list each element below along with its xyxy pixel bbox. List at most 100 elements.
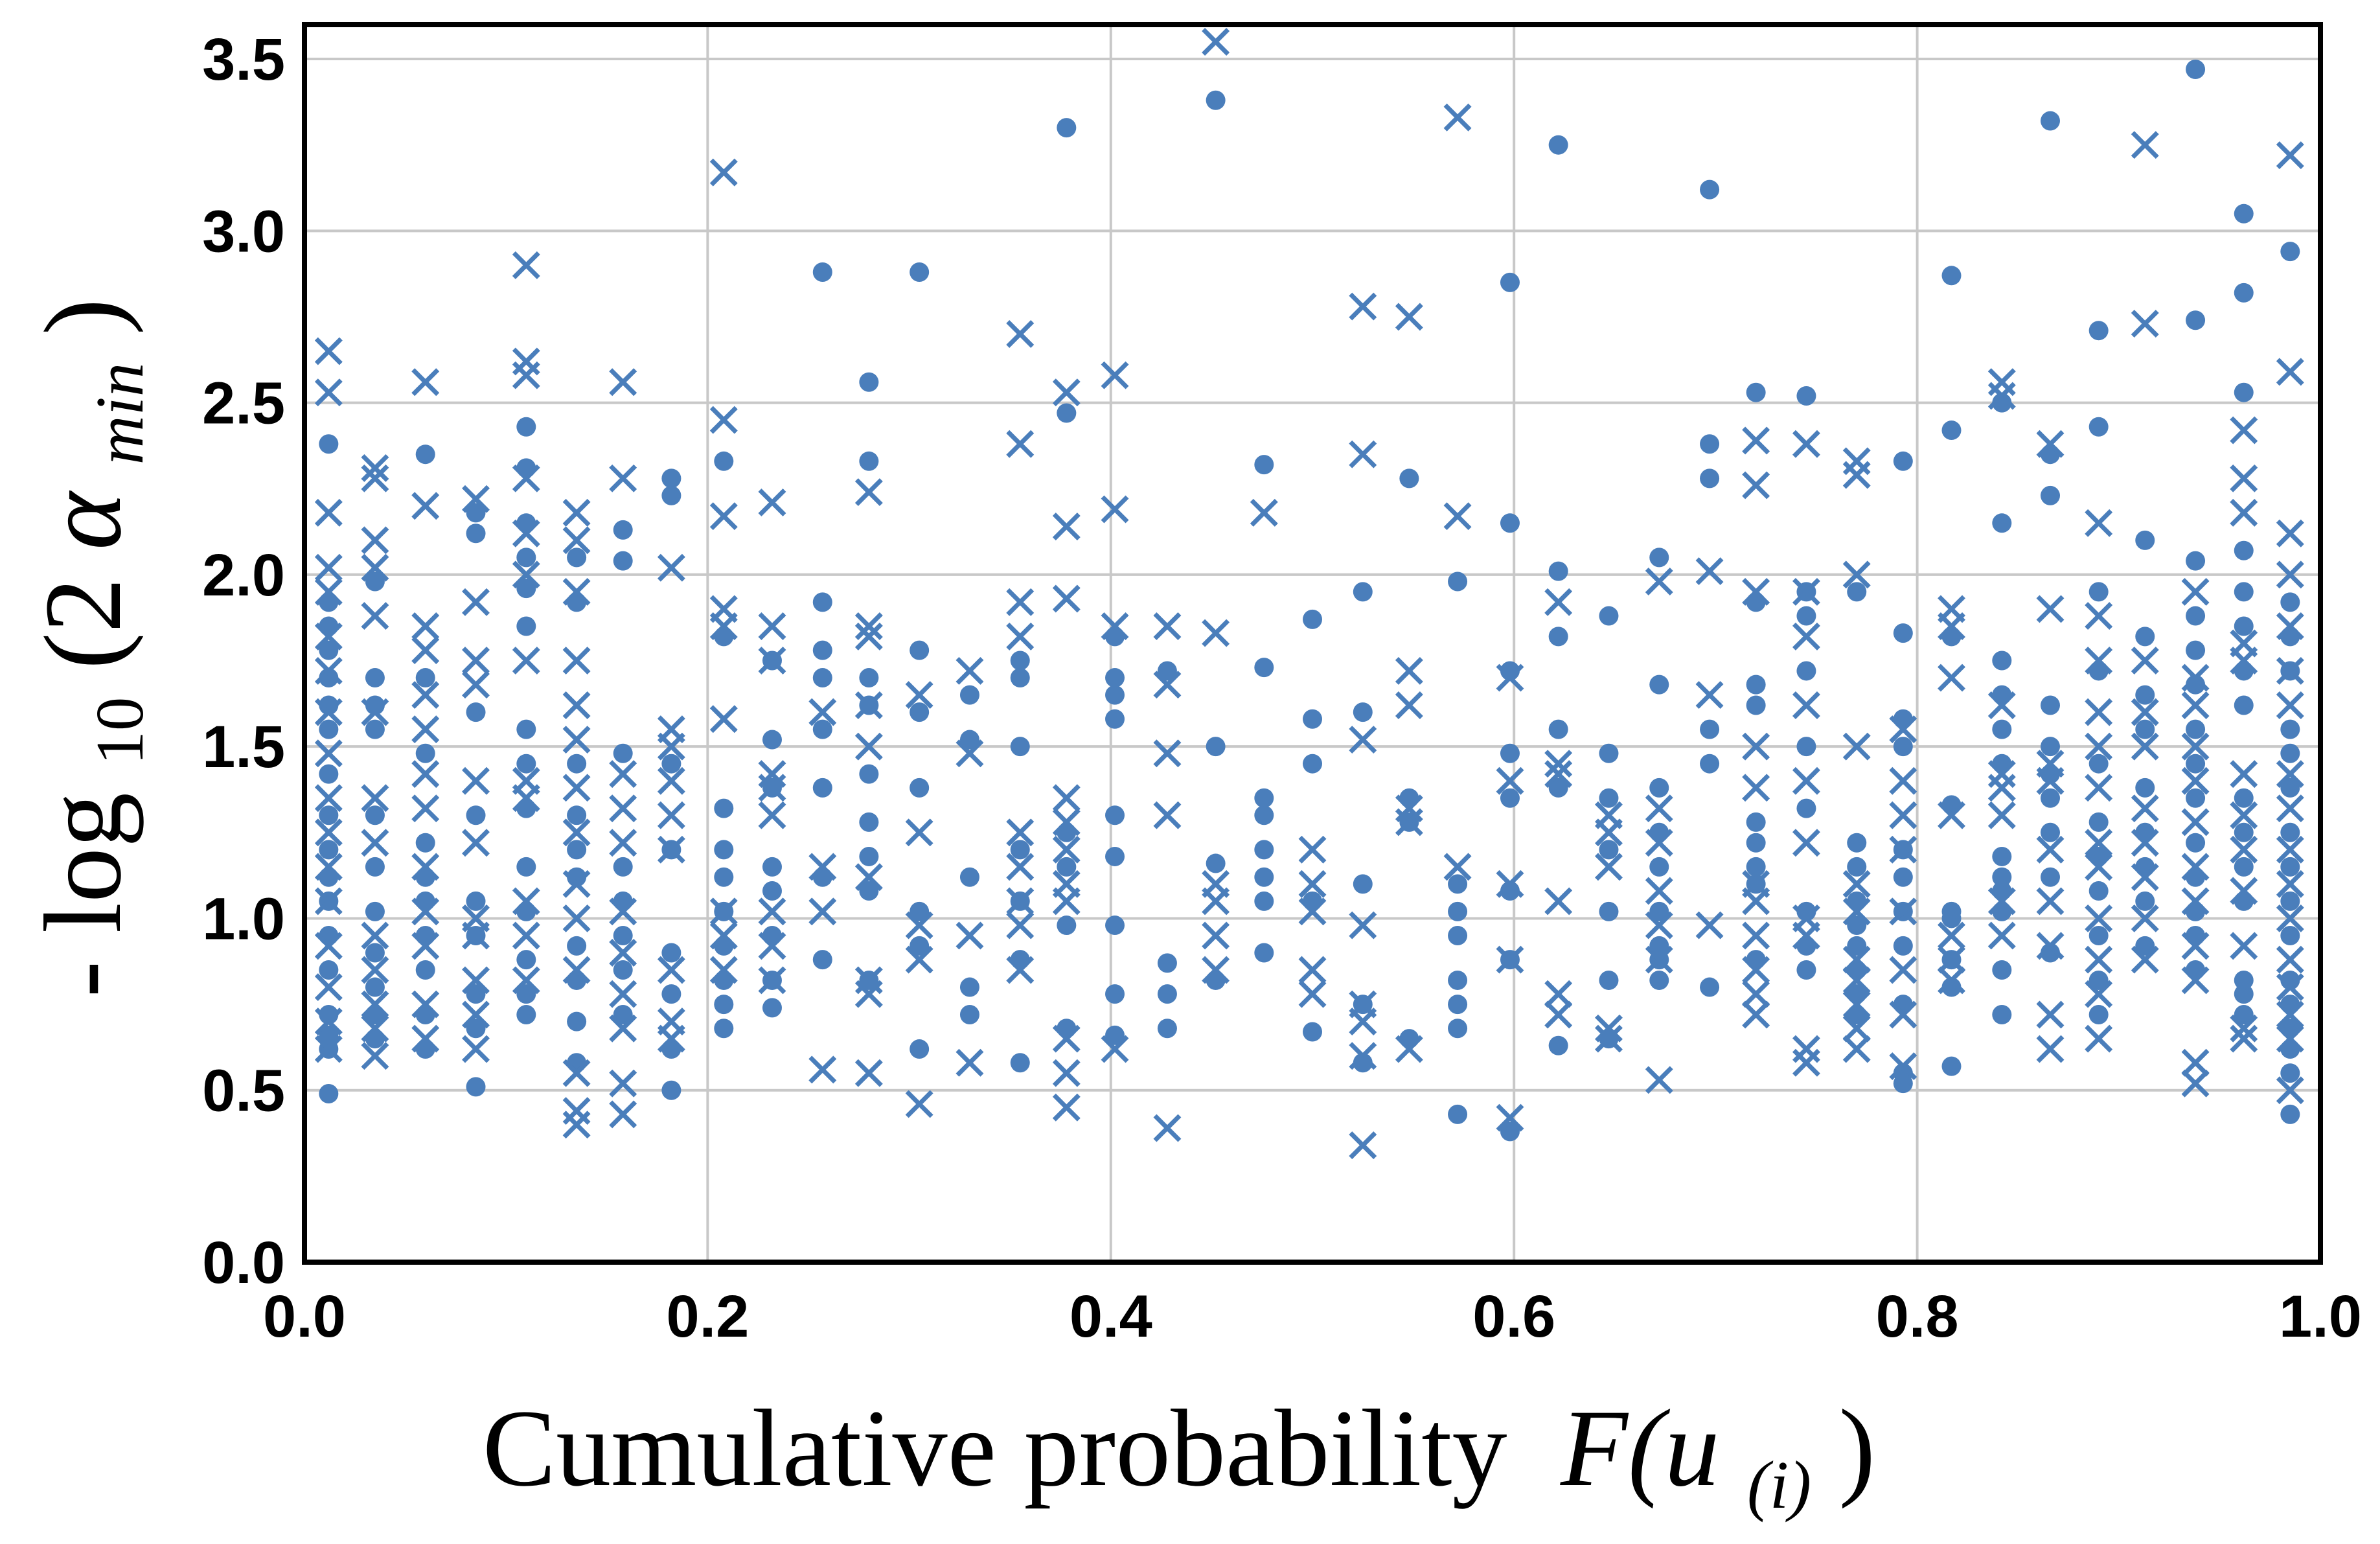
data-point-dot — [567, 1053, 587, 1073]
data-point-dot — [2186, 754, 2206, 774]
data-point-dot — [2040, 485, 2060, 505]
data-point-cross — [1594, 853, 1623, 881]
data-point-cross — [1842, 990, 1871, 1019]
data-point-cross — [758, 897, 786, 926]
data-point-cross — [1101, 495, 1129, 524]
data-point-cross — [609, 1100, 637, 1129]
data-point-cross — [314, 622, 343, 651]
data-point-dot — [1548, 561, 1568, 581]
data-point-dot — [714, 970, 734, 990]
data-point-cross — [462, 1000, 490, 1029]
data-point-cross — [2036, 835, 2065, 864]
data-point-dot — [762, 881, 782, 901]
data-point-dot — [1847, 936, 1867, 956]
data-point-cross — [1052, 870, 1081, 898]
data-point-cross — [314, 853, 343, 881]
data-point-dot — [466, 984, 486, 1004]
data-point-cross — [2181, 1069, 2210, 1098]
data-point-dot — [714, 936, 734, 956]
data-point-dot — [2040, 111, 2060, 131]
data-point-dot — [2186, 640, 2206, 660]
data-point-cross — [2230, 932, 2258, 960]
x-axis-subscript: (i) — [1747, 1447, 1811, 1523]
data-point-dot — [2280, 1063, 2300, 1083]
data-point-dot — [1796, 798, 1816, 818]
data-point-cross — [512, 251, 540, 279]
data-point-cross — [1349, 292, 1377, 321]
data-point-dot — [2234, 822, 2254, 842]
data-point-dot — [613, 1005, 633, 1024]
data-point-dot — [2186, 960, 2206, 980]
data-point-cross — [1645, 911, 1673, 939]
data-point-dot — [1548, 778, 1568, 798]
data-point-dot — [1649, 936, 1669, 956]
data-point-cross — [512, 361, 540, 389]
data-point-dot — [1448, 1104, 1468, 1124]
data-point-dot — [1010, 840, 1030, 860]
x-tick-label: 0.8 — [1876, 1284, 1959, 1350]
data-point-cross — [1842, 1014, 1871, 1043]
data-point-dot — [1599, 743, 1619, 763]
data-point-cross — [1052, 1059, 1081, 1087]
data-point-cross — [361, 698, 389, 726]
data-point-cross — [2036, 1000, 2065, 1029]
data-point-cross — [562, 1097, 591, 1125]
data-point-cross — [1742, 774, 1770, 802]
data-point-cross — [2085, 904, 2113, 932]
data-point-cross — [657, 715, 685, 744]
data-point-dot — [1992, 846, 2012, 866]
data-point-dot — [714, 627, 734, 647]
data-point-cross — [1101, 612, 1129, 640]
data-point-cross — [314, 739, 343, 768]
data-point-dot — [661, 754, 681, 774]
data-point-cross — [1695, 681, 1724, 709]
y-tick-label: 2.5 — [202, 371, 285, 437]
data-point-dot — [415, 444, 435, 465]
data-point-cross — [2276, 794, 2304, 823]
data-point-cross — [2276, 141, 2304, 170]
data-point-dot — [2280, 719, 2300, 739]
data-point-cross — [1792, 904, 1820, 932]
data-point-dot — [910, 262, 930, 282]
data-point-dot — [1303, 709, 1322, 729]
data-point-cross — [361, 454, 389, 482]
data-point-dot — [319, 1084, 339, 1104]
data-point-cross — [2085, 945, 2113, 974]
data-point-dot — [1746, 950, 1766, 970]
data-point-dot — [1399, 468, 1419, 489]
data-point-dot — [365, 977, 385, 997]
data-point-cross — [2131, 794, 2159, 823]
data-point-dot — [1448, 995, 1468, 1015]
plot-frame — [302, 22, 2323, 1265]
data-point-dot — [859, 812, 879, 832]
data-point-cross — [2230, 1014, 2258, 1043]
data-point-cross — [1742, 956, 1770, 984]
data-point-cross — [562, 904, 591, 932]
data-point-dot — [1796, 960, 1816, 980]
data-point-cross — [2276, 945, 2304, 974]
data-point-dot — [365, 857, 385, 877]
data-point-dot — [2280, 627, 2300, 647]
y-axis-sub-min: min — [82, 363, 157, 465]
data-point-cross — [462, 647, 490, 675]
data-point-dot — [415, 833, 435, 853]
data-point-cross — [1842, 870, 1871, 898]
data-point-dot — [2088, 321, 2109, 341]
x-tick-labels: 0.0 0.2 0.4 0.6 0.8 1.0 — [263, 1284, 2362, 1350]
data-point-dot — [661, 1080, 681, 1100]
data-point-dot — [1010, 950, 1030, 970]
data-point-dot — [2280, 925, 2300, 945]
data-point-cross — [1349, 1131, 1377, 1160]
data-point-cross — [609, 1014, 637, 1043]
data-point-cross — [1153, 801, 1182, 829]
data-point-dot — [613, 551, 633, 571]
data-point-cross — [854, 966, 883, 995]
data-point-dot — [1746, 382, 1766, 402]
data-point-dot — [812, 640, 832, 660]
data-point-cross — [609, 1069, 637, 1098]
data-point-cross — [1842, 966, 1871, 995]
data-point-dot — [1500, 272, 1520, 292]
data-point-cross — [361, 1042, 389, 1070]
data-point-dot — [415, 960, 435, 980]
data-point-dot — [1992, 719, 2012, 739]
